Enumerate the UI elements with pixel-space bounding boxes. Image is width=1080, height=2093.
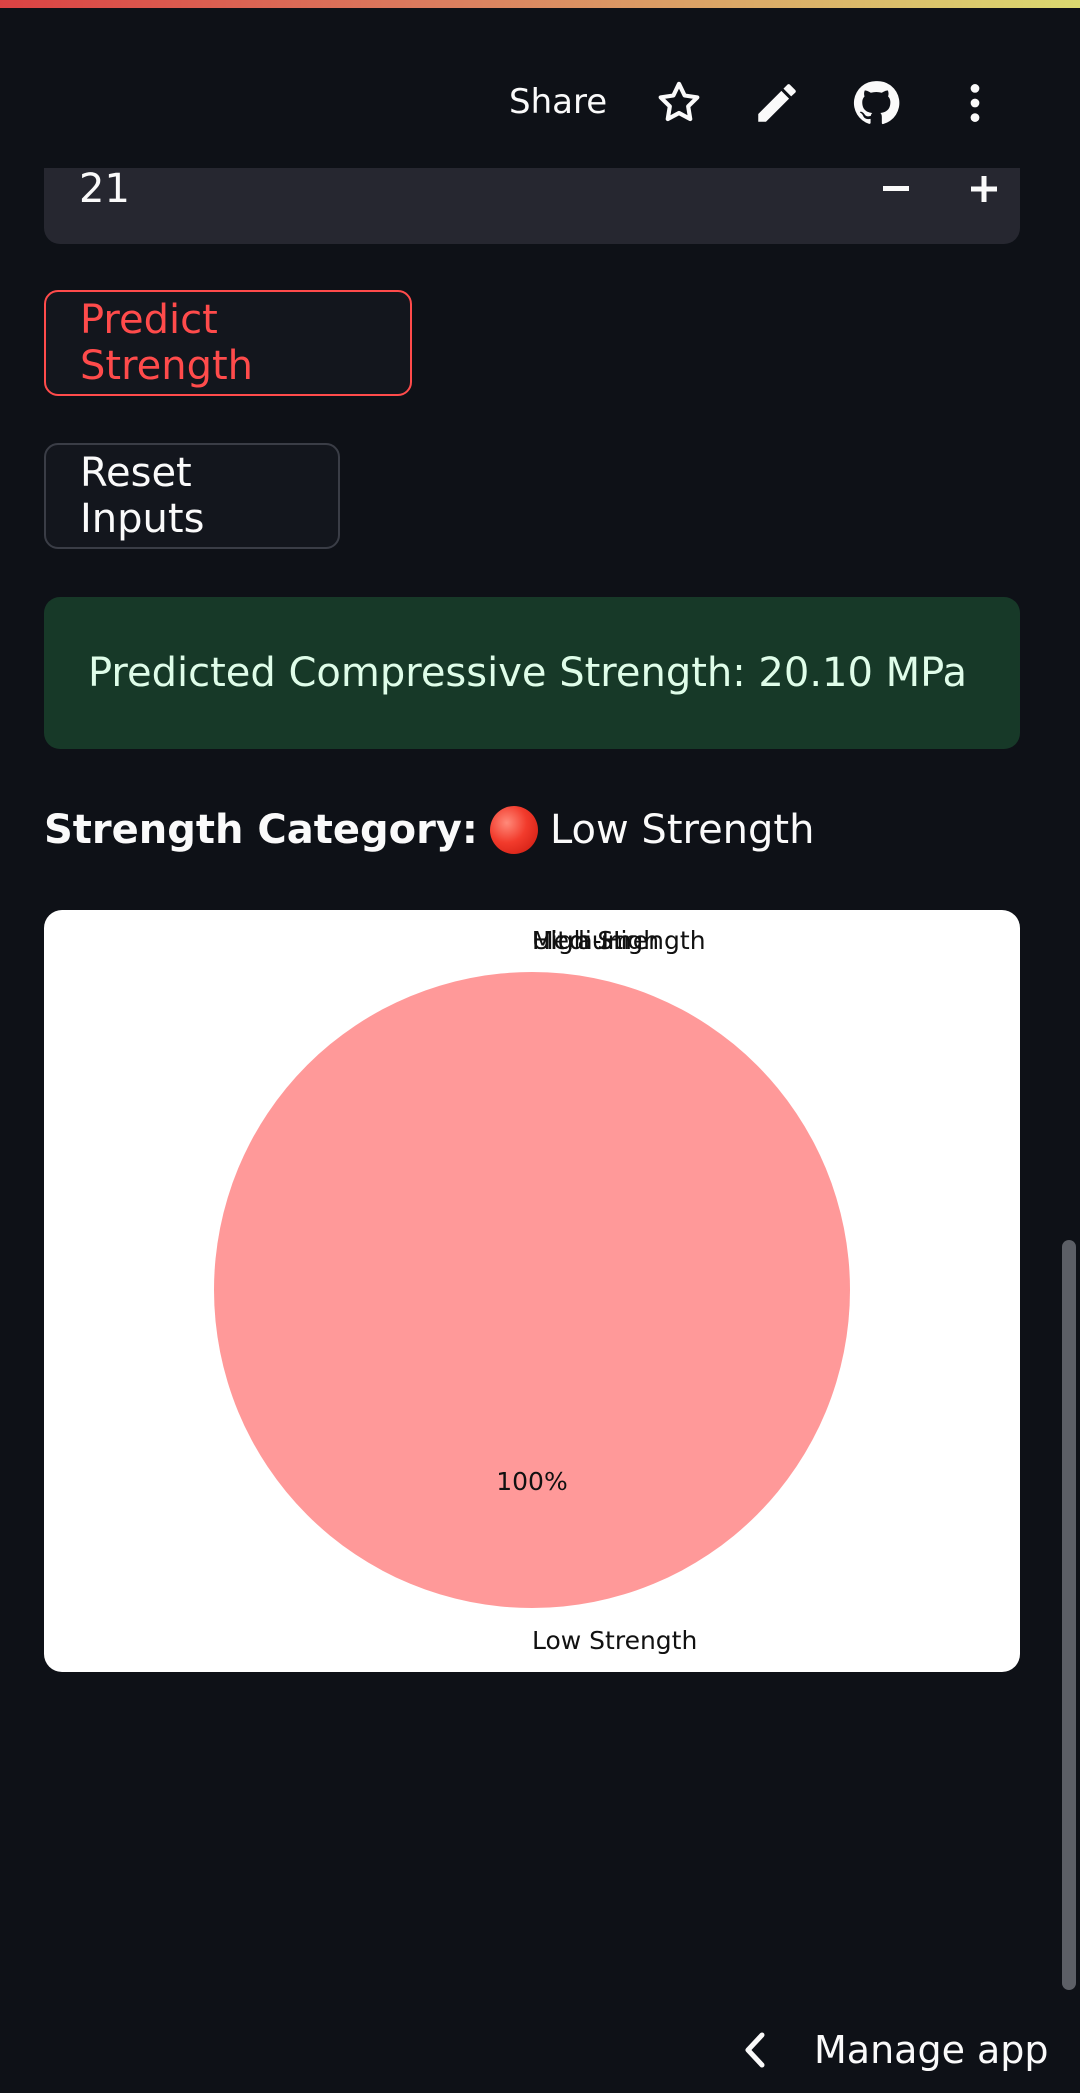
- increment-button[interactable]: [954, 162, 1014, 216]
- share-button[interactable]: Share: [509, 82, 608, 122]
- manage-app-label: Manage app: [814, 2028, 1049, 2072]
- pie-slice-low-strength: [214, 972, 850, 1608]
- reset-button-label: Reset Inputs: [80, 450, 205, 542]
- more-vertical-icon[interactable]: [950, 78, 1000, 128]
- number-input-value[interactable]: 21: [79, 166, 130, 212]
- strength-pie-chart: Low Strength 100% Medium High Strength Ultra…: [44, 910, 1020, 1672]
- category-value: Low Strength: [549, 807, 815, 853]
- pie-label-low-strength: Low Strength: [532, 1626, 697, 1655]
- pie-label-ultra-high: Ultra-High: [532, 926, 659, 955]
- predict-button-label: Predict Strength: [80, 297, 254, 389]
- category-label: Strength Category:: [44, 807, 478, 853]
- red-circle-icon: [489, 806, 538, 854]
- strength-category: Strength Category: Low Strength: [44, 800, 814, 860]
- app-header: Share: [0, 8, 1080, 168]
- decrement-button[interactable]: [866, 162, 926, 216]
- predict-strength-button[interactable]: Predict Strength: [44, 290, 412, 396]
- plus-icon: [971, 176, 997, 202]
- page-scrollbar[interactable]: [1062, 1240, 1076, 1990]
- star-icon[interactable]: [654, 78, 704, 128]
- pie-percent-low-strength: 100%: [496, 1467, 567, 1496]
- pencil-icon[interactable]: [752, 78, 802, 128]
- pie-label-high-strength: High Strength: [532, 926, 706, 955]
- top-decoration-bar: [0, 0, 1080, 8]
- prediction-result-alert: Predicted Compressive Strength: 20.10 MP…: [44, 597, 1020, 749]
- chevron-left-icon: [745, 2032, 765, 2068]
- reset-inputs-button[interactable]: Reset Inputs: [44, 443, 340, 549]
- prediction-result-text: Predicted Compressive Strength: 20.10 MP…: [88, 650, 968, 696]
- pie-label-medium: Medium: [532, 926, 632, 955]
- minus-icon: [883, 186, 909, 191]
- github-icon[interactable]: [851, 78, 901, 128]
- manage-app-button[interactable]: Manage app: [740, 2020, 1049, 2080]
